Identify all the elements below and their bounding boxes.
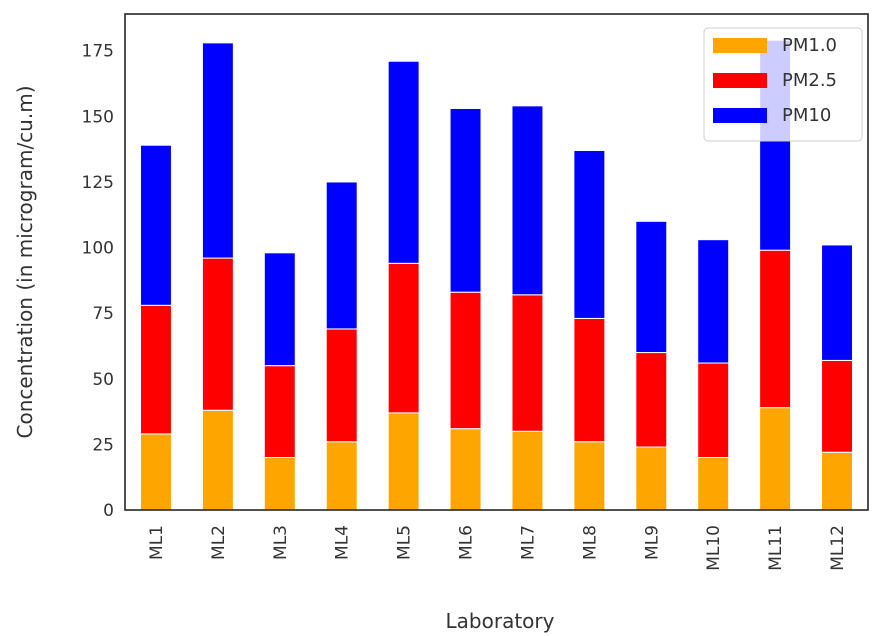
legend-swatch-pm10 (713, 38, 767, 53)
bar-ml3-pm25 (263, 365, 296, 459)
y-tick-label: 150 (82, 107, 114, 127)
bar-ml2-pm10 (201, 409, 234, 511)
x-axis-label: Laboratory (446, 609, 555, 633)
y-tick-label: 0 (103, 501, 114, 521)
bar-ml9-pm25 (635, 352, 668, 448)
legend-swatch-pm10 (713, 108, 767, 123)
x-tick-label: ML11 (766, 525, 786, 571)
bar-ml1-pm25 (139, 304, 172, 435)
bar-ml11-pm25 (759, 249, 792, 409)
x-tick-label: ML1 (147, 525, 167, 560)
bar-ml9-pm10 (635, 446, 668, 511)
bar-ml6-pm25 (449, 291, 482, 430)
bar-ml2-pm25 (201, 257, 234, 411)
bar-ml7-pm10 (511, 430, 544, 511)
x-tick-label: ML9 (642, 525, 662, 560)
x-tick-label: ML12 (828, 525, 848, 571)
y-tick-label: 175 (82, 42, 114, 62)
y-tick-label: 75 (92, 304, 114, 324)
x-tick-label: ML7 (518, 525, 538, 560)
bar-ml9-pm10 (635, 220, 668, 354)
legend-swatch-pm25 (713, 73, 767, 88)
bar-ml5-pm10 (387, 412, 420, 511)
bar-ml3-pm10 (263, 252, 296, 367)
bar-ml8-pm10 (573, 149, 606, 319)
bar-ml8-pm25 (573, 317, 606, 443)
bar-ml7-pm25 (511, 294, 544, 432)
bar-ml12-pm10 (821, 244, 854, 361)
bar-ml3-pm10 (263, 457, 296, 511)
legend-label-pm25: PM2.5 (782, 70, 837, 91)
legend-label-pm10: PM1.0 (782, 35, 837, 56)
bar-ml5-pm25 (387, 262, 420, 414)
bar-ml4-pm25 (325, 328, 358, 443)
legend: PM1.0 PM2.5 PM10 (703, 27, 863, 142)
y-tick-label: 100 (82, 239, 114, 259)
bar-ml2-pm10 (201, 42, 234, 259)
bar-ml6-pm10 (449, 107, 482, 293)
y-tick-label: 25 (92, 435, 114, 455)
bar-ml8-pm10 (573, 441, 606, 511)
bar-ml1-pm10 (139, 433, 172, 511)
x-tick-label: ML5 (395, 525, 415, 560)
bar-ml6-pm10 (449, 428, 482, 511)
plot-frame (124, 13, 869, 511)
bar-ml12-pm25 (821, 359, 854, 453)
y-tick-labels: 0 25 50 75 100 125 150 175 (82, 42, 114, 521)
bar-ml1-pm10 (139, 144, 172, 306)
bar-ml10-pm10 (697, 239, 730, 364)
x-tick-label: ML2 (209, 525, 229, 560)
legend-label-pm10: PM10 (782, 105, 831, 126)
x-tick-label: ML6 (457, 525, 477, 560)
x-tick-label: ML10 (704, 525, 724, 571)
bar-ml10-pm10 (697, 457, 730, 511)
x-tick-label: ML8 (580, 525, 600, 560)
y-axis-label: Concentration (in microgram/cu.m) (13, 86, 37, 439)
bar-ml7-pm10 (511, 105, 544, 296)
x-tick-labels: ML1 ML2 ML3 ML4 ML5 ML6 ML7 ML8 ML9 ML10 ML11 ML12 (147, 525, 848, 571)
y-tick-label: 125 (82, 173, 114, 193)
bar-ml10-pm25 (697, 362, 730, 459)
bar-ml4-pm10 (325, 441, 358, 511)
y-tick-label: 50 (92, 370, 114, 390)
bar-ml4-pm10 (325, 181, 358, 330)
bar-ml11-pm10 (759, 407, 792, 511)
x-tick-label: ML3 (271, 525, 291, 560)
bar-ml12-pm10 (821, 451, 854, 511)
x-tick-label: ML4 (333, 525, 353, 560)
bar-ml5-pm10 (387, 60, 420, 264)
